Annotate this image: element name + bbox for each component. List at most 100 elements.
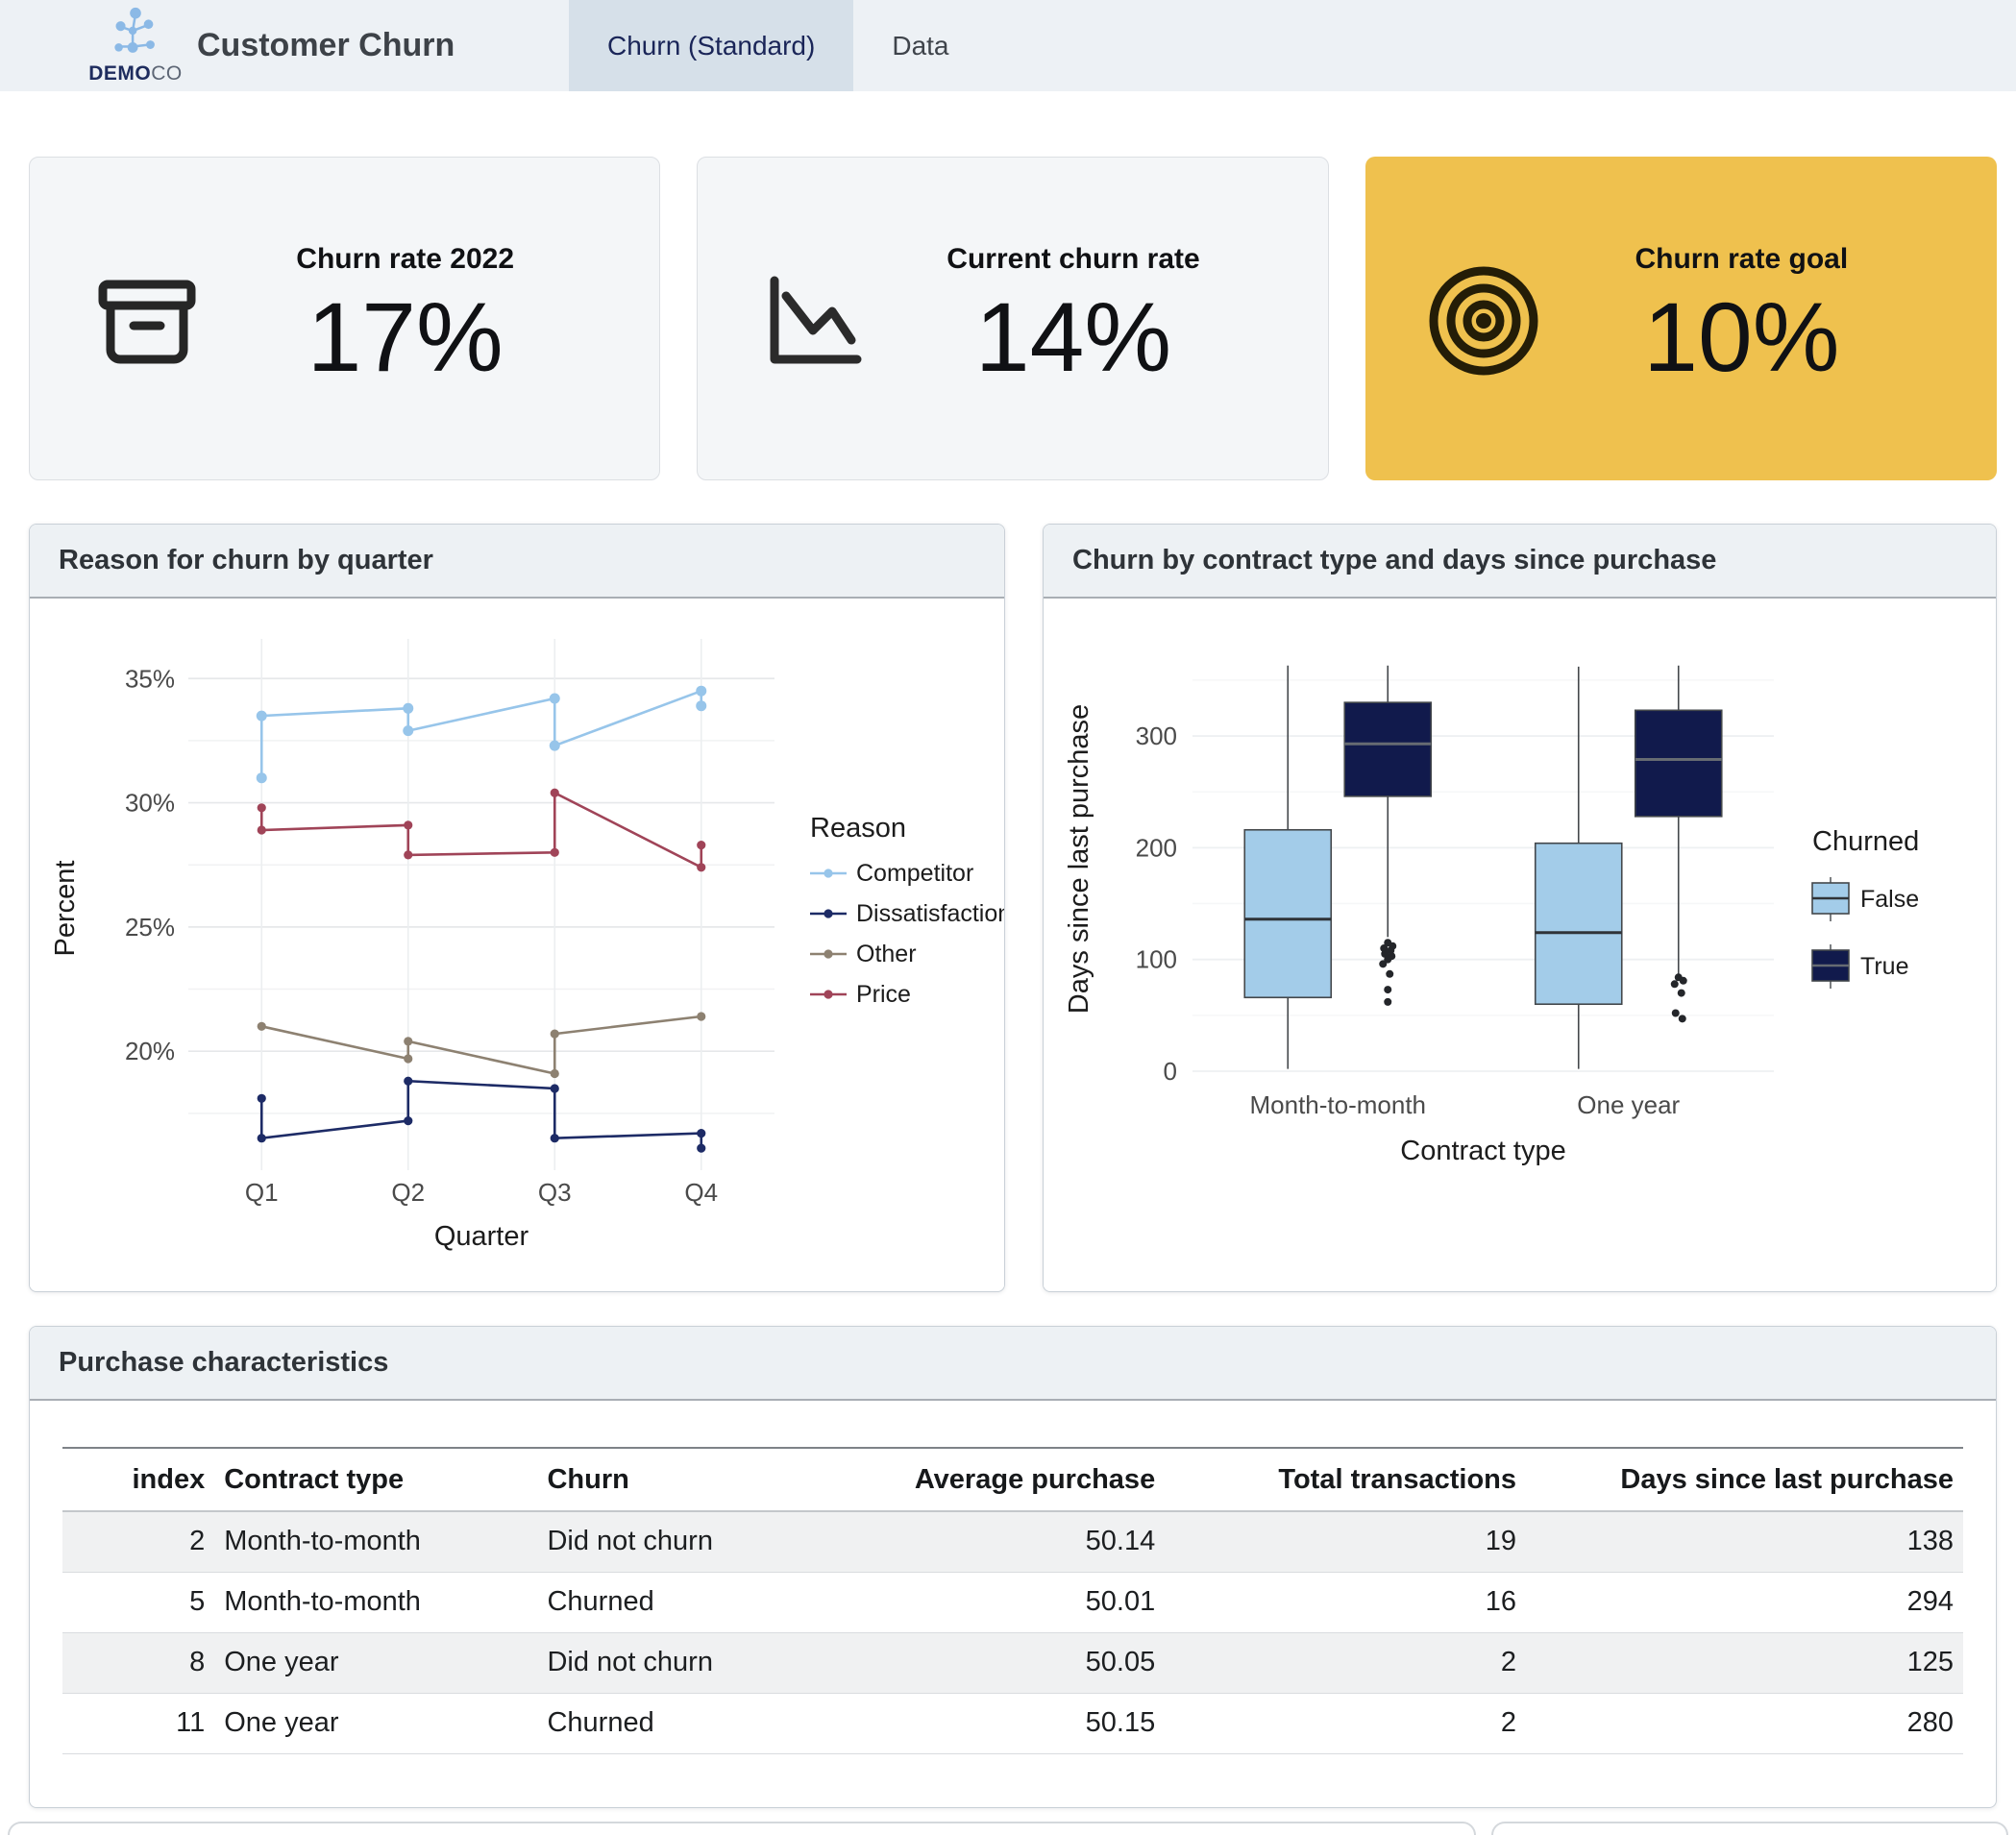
table-cell: 5 — [62, 1572, 215, 1633]
logo-text-bold: DEMO — [88, 62, 152, 85]
x-axis-title: Contract type — [1400, 1136, 1565, 1166]
data-point — [697, 1143, 706, 1153]
archive-box-icon — [98, 280, 196, 363]
table-cell: 16 — [1165, 1572, 1527, 1633]
panel-churn-boxplot: Churn by contract type and days since pu… — [1043, 524, 1997, 1292]
data-point — [697, 1129, 706, 1138]
svg-text:Price: Price — [856, 981, 911, 1008]
kpi-card-goal: Churn rate goal 10% — [1364, 157, 1997, 480]
tab-churn-standard[interactable]: Churn (Standard) — [569, 0, 854, 91]
data-point — [256, 710, 267, 722]
panel-title: Purchase characteristics — [30, 1327, 1996, 1401]
outlier-point — [1670, 980, 1679, 989]
table-row: 2 Month-to-month Did not churn 50.14 19 138 — [62, 1511, 1963, 1573]
table-cell: 294 — [1526, 1572, 1963, 1633]
data-point — [696, 700, 707, 712]
kpi-label: Churn rate goal — [1635, 242, 1849, 275]
box-month-to-month-false — [1243, 665, 1333, 1069]
data-point — [403, 725, 414, 737]
reason-line-chart-svg: 20% 25% 30% 35% Q1 Q2 Q3 Q4 Quarter Percent Reason… — [30, 599, 1004, 1283]
table-cell: Month-to-month — [214, 1511, 538, 1573]
data-point — [403, 702, 414, 714]
y-axis-title: Days since last purchase — [1064, 704, 1094, 1014]
table-cell: Month-to-month — [214, 1572, 538, 1633]
next-panel-peek-left — [8, 1822, 1476, 1835]
outlier-point — [1678, 1015, 1686, 1023]
svg-text:False: False — [1860, 886, 1919, 913]
x-tick-label: Month-to-month — [1249, 1090, 1426, 1119]
svg-text:Other: Other — [856, 941, 917, 967]
tab-data[interactable]: Data — [892, 31, 949, 61]
legend-item-price: Price — [810, 981, 911, 1008]
next-panel-peek-right — [1491, 1822, 2008, 1835]
kpi-value: 14% — [974, 281, 1172, 392]
column-header: Churn — [547, 1463, 629, 1495]
panel-purchase-characteristics: Purchase characteristics index Contract t… — [29, 1326, 1997, 1808]
data-point — [550, 1068, 559, 1079]
molecule-logo-icon — [114, 7, 155, 53]
line-series-other — [260, 1015, 701, 1076]
table-cell: One year — [214, 1632, 538, 1694]
x-tick-label: Q2 — [391, 1178, 425, 1207]
table-cell: 8 — [62, 1632, 215, 1694]
column-header: Total transactions — [1278, 1463, 1517, 1495]
y-tick-label: 0 — [1164, 1057, 1177, 1086]
data-point — [404, 1116, 413, 1126]
data-point — [257, 1021, 266, 1031]
kpi-value: 17% — [307, 281, 504, 392]
outlier-point — [1379, 960, 1388, 968]
trend-down-chart-icon — [770, 276, 862, 363]
logo-text: DEMOCO — [73, 62, 198, 86]
data-point — [404, 1037, 413, 1046]
line-series-dissatisfaction — [259, 1079, 703, 1149]
data-point — [550, 1084, 559, 1093]
reason-line-chart: 20% 25% 30% 35% Q1 Q2 Q3 Q4 Quarter Percent Reason… — [30, 599, 1004, 1287]
outlier-point — [1384, 986, 1392, 994]
y-tick-label: 200 — [1136, 833, 1177, 862]
kpi-label: Current churn rate — [947, 242, 1200, 275]
table-cell: 2 — [1165, 1693, 1527, 1754]
tab-bar: Churn (Standard) Data — [569, 0, 988, 91]
table-cell: 125 — [1526, 1632, 1963, 1694]
page-title: Customer Churn — [197, 27, 455, 63]
data-point — [550, 847, 559, 857]
table-cell: 50.01 — [879, 1572, 1166, 1633]
column-header: index — [132, 1463, 206, 1495]
svg-text:Dissatisfaction: Dissatisfaction — [856, 900, 1004, 927]
table-row: 11 One year Churned 50.15 2 280 — [62, 1693, 1963, 1754]
legend-item-competitor: Competitor — [810, 860, 973, 887]
y-tick-label: 300 — [1136, 722, 1177, 750]
churn-boxplot-chart: 0 100 200 300 Month-to-month One year Contract… — [1044, 599, 1996, 1287]
kpi-row: Churn rate 2022 17% Current churn rate 1… — [29, 157, 1997, 480]
table-cell: Churned — [537, 1693, 880, 1754]
column-header: Contract type — [224, 1463, 405, 1495]
svg-text:True: True — [1860, 953, 1908, 980]
table-row: 8 One year Did not churn 50.05 2 125 — [62, 1632, 1963, 1694]
kpi-value: 10% — [1643, 281, 1840, 392]
table-cell: Churned — [537, 1572, 880, 1633]
column-header: Days since last purchase — [1620, 1463, 1954, 1495]
purchase-characteristics-table: index Contract type Churn Average purchase T… — [62, 1447, 1963, 1754]
data-point — [550, 1134, 559, 1143]
outlier-point — [1386, 969, 1394, 978]
data-point — [257, 803, 266, 813]
kpi-card-current-churn: Current churn rate 14% — [697, 157, 1329, 480]
table-cell: Did not churn — [537, 1632, 880, 1694]
data-point — [404, 1054, 413, 1064]
x-tick-label: Q4 — [684, 1178, 718, 1207]
data-point — [696, 685, 707, 697]
table-cell: 2 — [1165, 1632, 1527, 1694]
table-cell: 50.15 — [879, 1693, 1166, 1754]
table-cell: 11 — [62, 1693, 215, 1754]
legend-item-dissatisfaction: Dissatisfaction — [810, 900, 1004, 927]
democo-logo: DEMOCO — [73, 4, 198, 86]
y-axis-title: Percent — [50, 861, 81, 957]
data-point — [404, 1076, 413, 1086]
kpi-label: Churn rate 2022 — [296, 242, 515, 275]
panel-title: Reason for churn by quarter — [30, 525, 1004, 599]
y-tick-label: 25% — [125, 913, 175, 942]
table-header-row: index Contract type Churn Average purchase T… — [62, 1448, 1963, 1511]
legend-item-false: False — [1811, 877, 1919, 921]
panel-reason-for-churn: Reason for churn by quarter 20% 25% 30% 35%… — [29, 524, 1005, 1292]
data-point — [697, 841, 706, 850]
